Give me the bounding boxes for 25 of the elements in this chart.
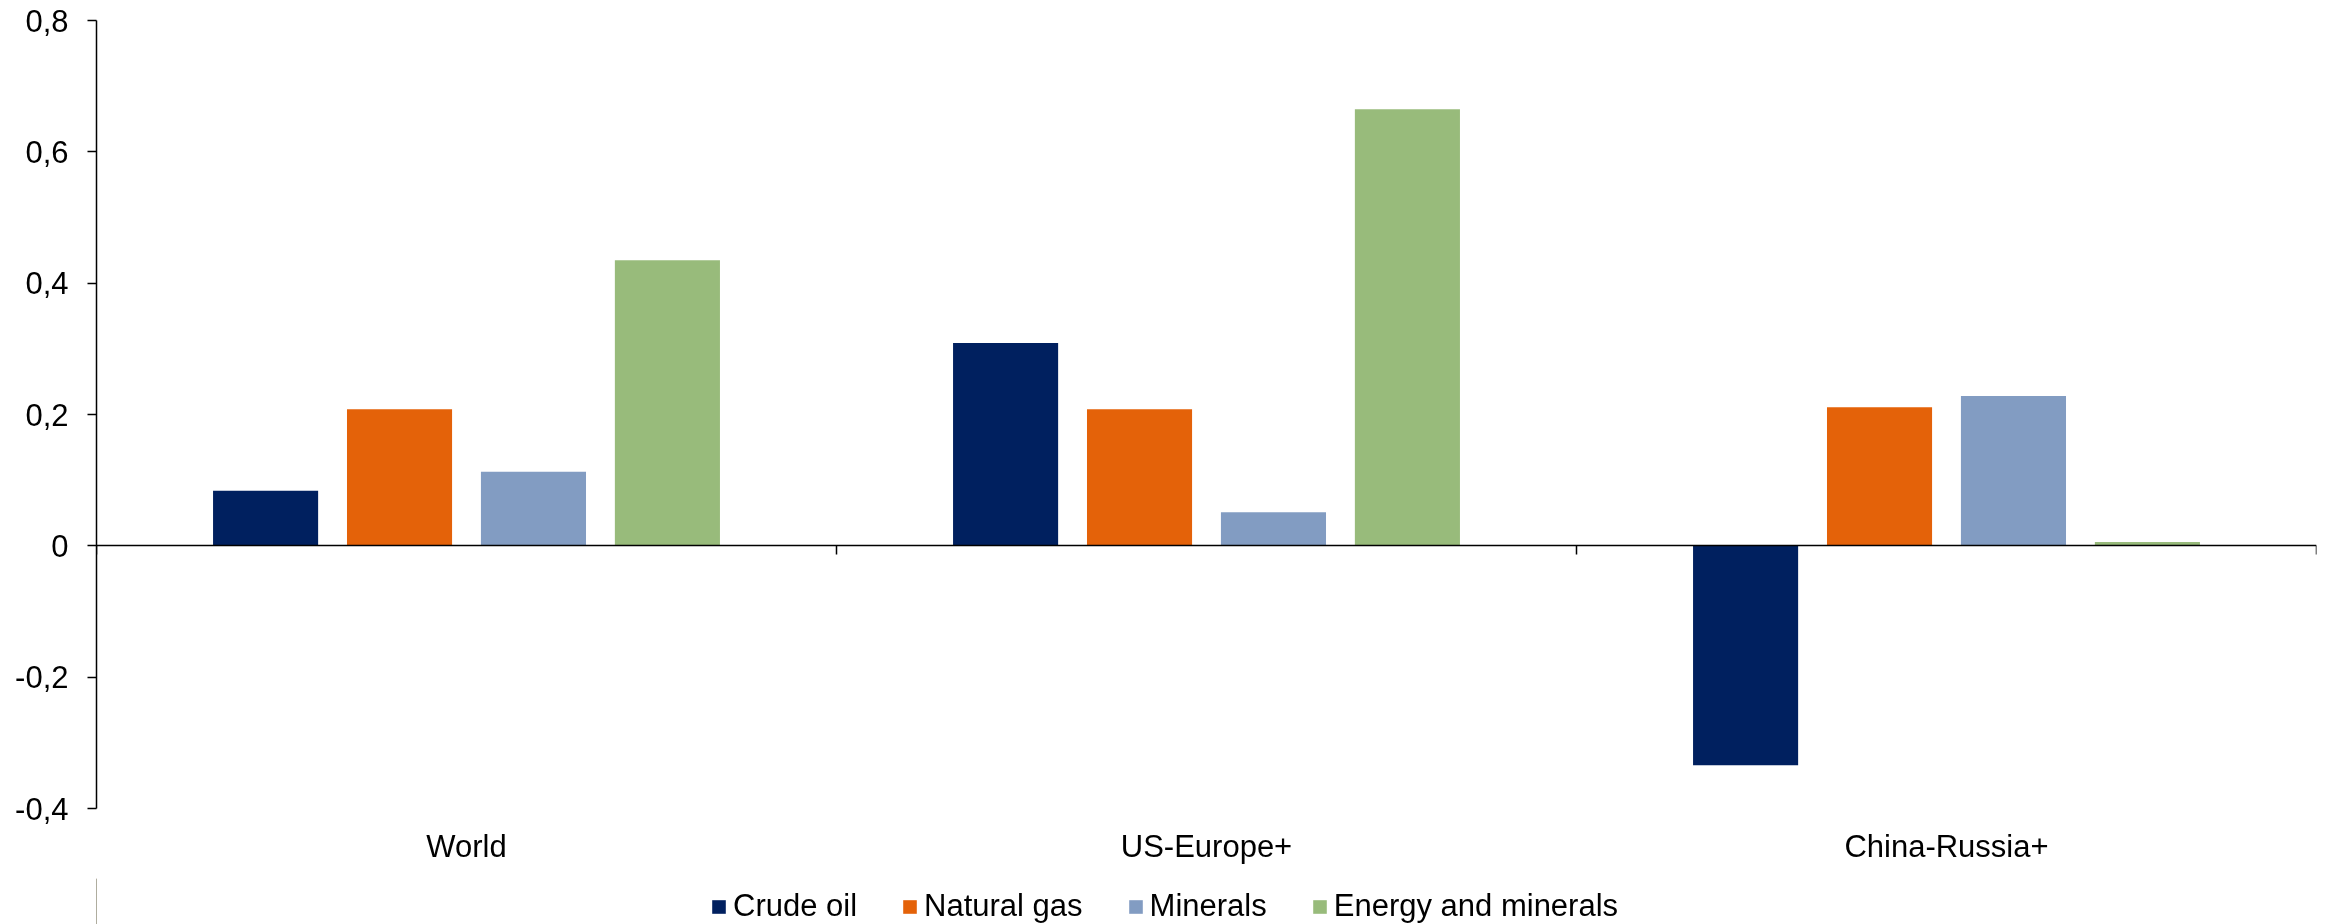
bar [1826,407,1933,546]
legend-label: Crude oil [733,888,858,924]
x-tick-label: World [426,828,507,864]
y-tick-label: 0,8 [25,3,69,39]
bar [480,471,587,546]
bar [1960,396,2067,546]
y-tick-label: 0,2 [25,397,69,433]
bar [953,342,1059,546]
y-tick-label: 0,4 [25,266,69,302]
y-tick-label: -0,2 [15,660,69,696]
x-tick-label: US-Europe+ [1120,828,1293,864]
bar [1693,545,1799,766]
bar [1220,512,1327,546]
x-tick-label: China-Russia+ [1844,828,2049,864]
bar [614,260,720,546]
y-tick-label: 0 [51,528,69,564]
legend-label: Natural gas [924,888,1083,924]
y-tick-label: 0,6 [25,134,69,170]
y-tick-label: -0,4 [15,791,69,827]
bar [1086,409,1193,546]
bar [213,490,319,546]
bar [1354,109,1460,546]
bar [346,409,453,546]
legend-label: Energy and minerals [1333,888,1619,924]
legend-label: Minerals [1149,888,1267,924]
